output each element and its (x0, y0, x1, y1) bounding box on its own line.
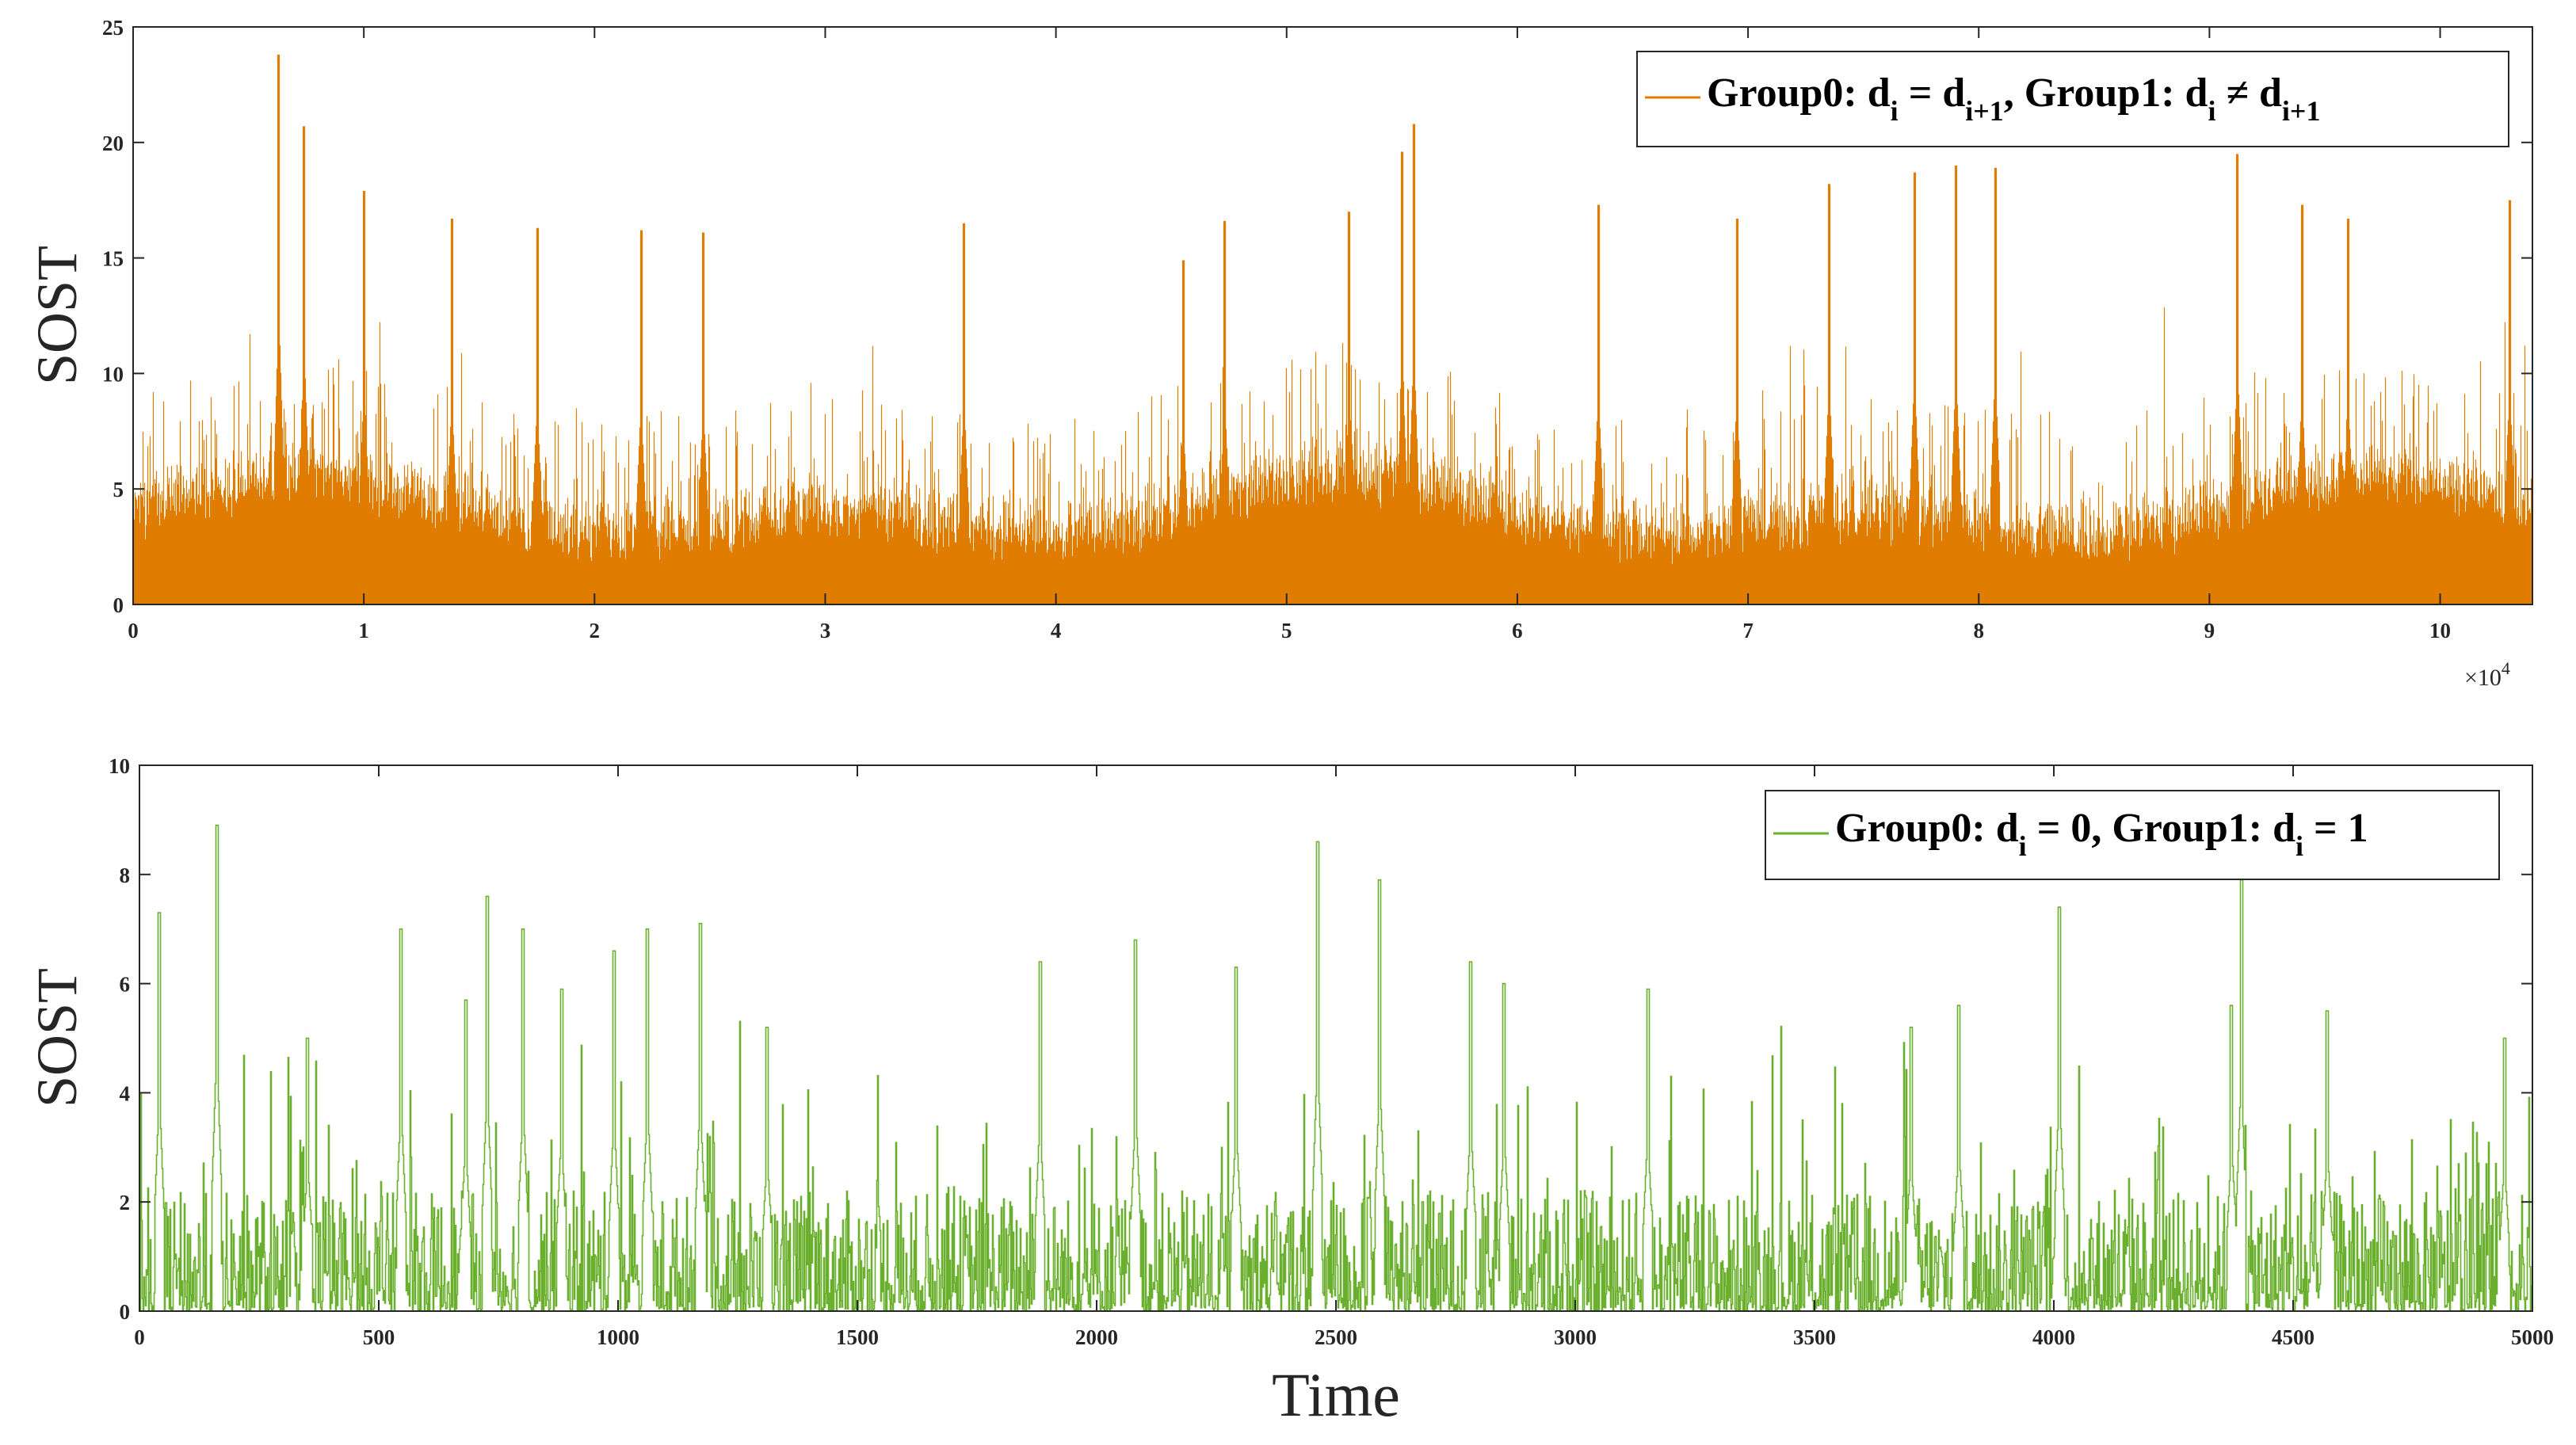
bottom-y-tick-label: 6 (120, 973, 131, 997)
top-x-multiplier: ×104 (2464, 658, 2510, 691)
bottom-x-tick-label: 0 (134, 1325, 145, 1349)
bottom-x-tick-label: 500 (363, 1325, 395, 1349)
bottom-y-tick-label: 8 (120, 864, 131, 887)
top-y-ticks: 0 5 10 15 20 25 (102, 16, 2532, 617)
bottom-y-axis-label: SOST (25, 968, 89, 1108)
top-x-tick-label: 10 (2429, 619, 2451, 642)
bottom-series-path (139, 825, 2533, 1312)
bottom-x-tick-label: 3000 (1554, 1325, 1597, 1349)
bottom-x-tick-label: 2500 (1315, 1325, 1357, 1349)
bottom-legend-box (1765, 790, 2500, 880)
top-y-tick-label: 0 (113, 593, 124, 617)
bottom-x-axis-label: Time (1272, 1360, 1400, 1429)
bottom-y-ticks: 0 2 4 6 8 10 (109, 754, 2532, 1324)
bottom-x-tick-label: 4500 (2272, 1325, 2315, 1349)
bottom-axes-box (139, 764, 2533, 1312)
bottom-x-ticks: 0 500 1000 1500 2000 2500 3000 3500 4000 4500 5000 (134, 765, 2554, 1349)
top-y-tick-label: 15 (102, 247, 124, 271)
bottom-y-tick-label: 4 (120, 1081, 131, 1105)
bottom-y-tick-label: 2 (120, 1191, 131, 1214)
top-legend-label: Group0: di = di+1, Group1: di ≠ di+1 (1707, 71, 2320, 127)
bottom-x-tick-label: 3500 (1793, 1325, 1836, 1349)
top-y-axis-label: SOST (25, 246, 89, 385)
bottom-y-tick-label: 0 (120, 1300, 131, 1324)
bottom-x-tick-label: 1500 (836, 1325, 879, 1349)
bottom-chart: 0 2 4 6 8 10 0 500 1000 1500 2000 2500 3000 3500 4000… (25, 754, 2554, 1429)
top-y-tick-label: 25 (102, 16, 124, 40)
top-x-tick-label: 4 (1051, 619, 1062, 642)
top-y-tick-label: 20 (102, 132, 124, 155)
bottom-x-tick-label: 1000 (597, 1325, 639, 1349)
top-x-tick-label: 6 (1512, 619, 1523, 642)
bottom-y-tick-label: 10 (109, 754, 130, 778)
top-x-tick-label: 5 (1281, 619, 1292, 642)
top-x-tick-label: 7 (1742, 619, 1754, 642)
bottom-x-tick-label: 4000 (2032, 1325, 2075, 1349)
top-x-tick-label: 2 (590, 619, 601, 642)
top-y-tick-label: 10 (102, 362, 124, 386)
top-axes-box (132, 26, 2533, 605)
top-chart: 0 5 10 15 20 25 0 1 2 3 4 5 6 7 8 9 10 SOST ×104 Group0… (25, 16, 2533, 691)
bottom-legend: Group0: di = 0, Group1: di = 1 (1765, 790, 2500, 880)
top-x-tick-label: 8 (1973, 619, 1984, 642)
top-legend-box (1636, 51, 2509, 147)
top-x-tick-label: 0 (128, 619, 139, 642)
top-legend: Group0: di = di+1, Group1: di ≠ di+1 (1636, 51, 2509, 147)
bottom-x-tick-label: 2000 (1075, 1325, 1118, 1349)
top-x-tick-label: 3 (820, 619, 831, 642)
top-x-tick-label: 1 (358, 619, 369, 642)
top-x-tick-label: 9 (2204, 619, 2215, 642)
bottom-legend-label: Group0: di = 0, Group1: di = 1 (1835, 806, 2368, 862)
bottom-series-line (139, 825, 2533, 1312)
top-y-tick-label: 5 (113, 478, 124, 501)
bottom-x-tick-label: 5000 (2511, 1325, 2554, 1349)
